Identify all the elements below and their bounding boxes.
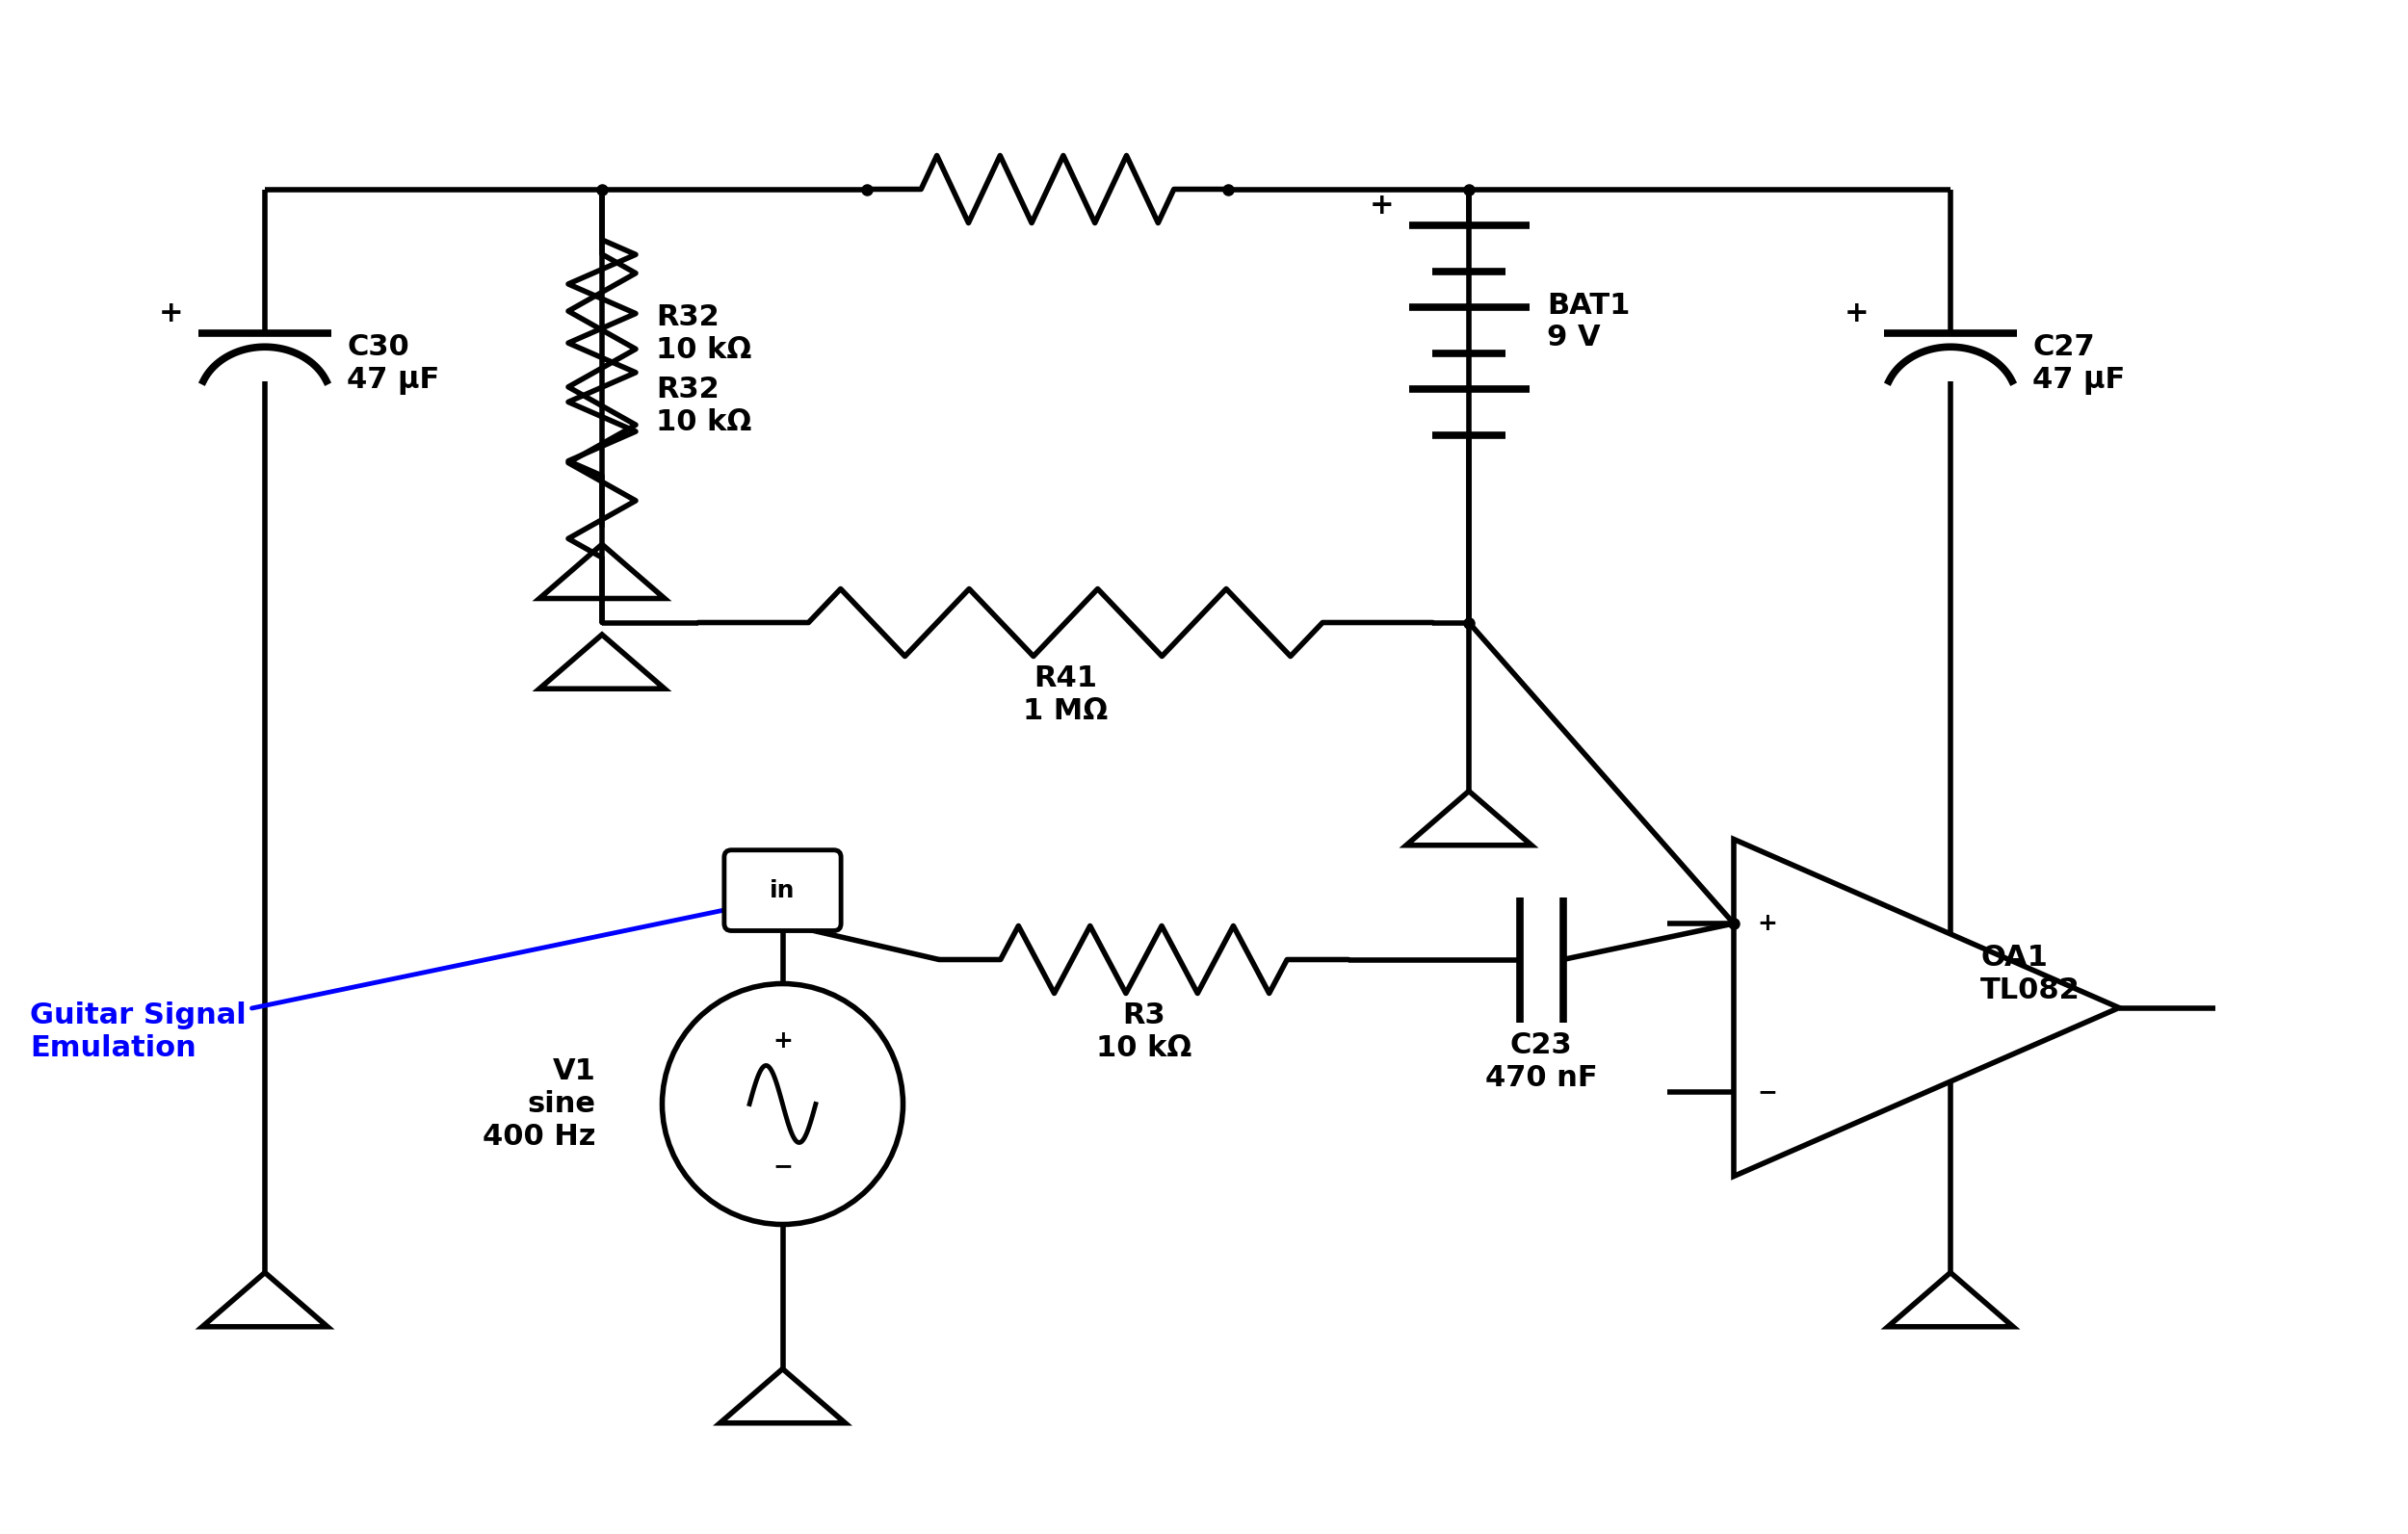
Text: +: + xyxy=(773,1029,792,1052)
Text: Guitar Signal
Emulation: Guitar Signal Emulation xyxy=(29,904,739,1062)
Text: V1
sine
400 Hz: V1 sine 400 Hz xyxy=(482,1058,597,1150)
Text: −: − xyxy=(1758,1080,1777,1103)
Text: +: + xyxy=(1758,911,1777,936)
Text: R41
1 MΩ: R41 1 MΩ xyxy=(1023,664,1108,726)
Text: +: + xyxy=(1845,299,1869,328)
Text: C23
470 nF: C23 470 nF xyxy=(1486,1032,1597,1092)
Text: in: in xyxy=(771,879,795,902)
Text: R32
10 kΩ: R32 10 kΩ xyxy=(655,304,751,364)
Text: R32
10 kΩ: R32 10 kΩ xyxy=(655,376,751,436)
Text: OA1
TL082: OA1 TL082 xyxy=(1979,943,2081,1005)
Text: +: + xyxy=(159,299,183,328)
Text: C27
47 μF: C27 47 μF xyxy=(2032,333,2126,394)
Text: BAT1
9 V: BAT1 9 V xyxy=(1548,291,1630,351)
Text: R3
10 kΩ: R3 10 kΩ xyxy=(1096,1002,1192,1062)
Polygon shape xyxy=(1734,839,2119,1177)
FancyBboxPatch shape xyxy=(725,850,840,931)
Text: −: − xyxy=(773,1155,792,1178)
Text: C30
47 μF: C30 47 μF xyxy=(347,333,441,394)
Text: +: + xyxy=(1370,192,1394,219)
